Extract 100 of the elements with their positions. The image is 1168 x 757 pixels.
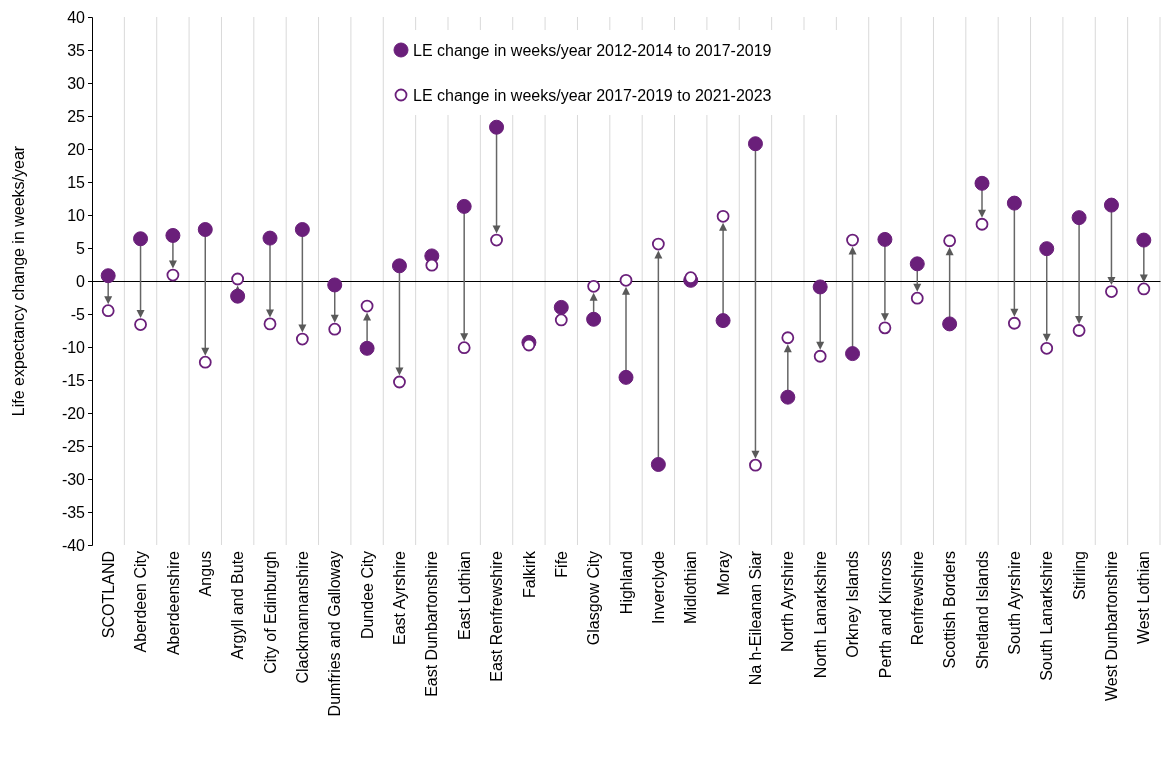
point xyxy=(457,341,471,355)
point xyxy=(134,318,147,331)
point xyxy=(812,279,828,295)
point xyxy=(942,316,958,332)
y-tick-label: 30 xyxy=(67,74,86,92)
point xyxy=(1137,282,1151,296)
point xyxy=(943,234,957,248)
point xyxy=(490,233,503,247)
y-tick-label: 25 xyxy=(67,107,86,125)
x-tick-label: Angus xyxy=(196,551,214,597)
point xyxy=(522,338,536,352)
y-tick-label: 5 xyxy=(76,239,86,257)
x-tick-label: Argyll and Bute xyxy=(229,550,247,660)
point xyxy=(715,313,731,329)
point xyxy=(1039,241,1055,257)
point xyxy=(198,355,212,369)
x-tick-label: Stirling xyxy=(1070,551,1088,600)
point xyxy=(360,299,374,313)
point xyxy=(391,258,407,274)
point xyxy=(489,119,505,135)
point xyxy=(716,209,730,223)
y-tick-label: -10 xyxy=(61,338,86,356)
x-tick-label: West Dunbartonshire xyxy=(1103,550,1121,701)
point xyxy=(554,313,568,327)
x-tick-label: East Lothian xyxy=(455,551,473,640)
point xyxy=(910,291,924,305)
y-tick-label: -15 xyxy=(61,371,86,389)
x-tick-label: Dundee City xyxy=(358,551,376,640)
point xyxy=(263,317,277,331)
point xyxy=(328,322,342,336)
point xyxy=(359,340,375,356)
y-tick-label: -25 xyxy=(61,437,86,455)
y-tick-label: 0 xyxy=(76,272,86,290)
x-tick-label: Scottish Borders xyxy=(941,551,959,669)
point xyxy=(553,299,569,315)
point xyxy=(327,277,343,293)
point xyxy=(619,273,633,287)
point xyxy=(846,233,859,247)
x-tick-label: North Lanarkshire xyxy=(811,550,829,679)
point xyxy=(749,458,762,472)
legend-label: LE change in weeks/year 2017-2019 to 2021-2023 xyxy=(413,86,772,104)
point xyxy=(587,279,601,293)
y-tick-label: -30 xyxy=(61,470,86,488)
x-tick-label: Clackmannanshire xyxy=(293,550,311,684)
point xyxy=(1136,232,1152,248)
x-tick-label: Aberdeenshire xyxy=(164,550,182,656)
y-tick-label: 20 xyxy=(67,140,86,158)
point xyxy=(133,231,149,247)
point xyxy=(975,217,989,231)
x-tick-label: South Lanarkshire xyxy=(1038,550,1056,681)
point xyxy=(878,321,892,335)
point xyxy=(456,198,472,214)
y-tick-label: -5 xyxy=(70,305,86,323)
point xyxy=(650,456,666,472)
legend-label: LE change in weeks/year 2012-2014 to 2017-2019 xyxy=(413,41,772,59)
point xyxy=(1071,210,1087,226)
x-tick-label: East Ayrshire xyxy=(391,550,409,645)
x-tick-label: Glasgow City xyxy=(585,551,603,646)
x-tick-label: Moray xyxy=(714,551,732,596)
x-tick-label: Na h-Eileanan Siar xyxy=(747,550,765,686)
x-tick-label: Shetland Islands xyxy=(973,551,991,670)
point xyxy=(877,231,893,247)
point xyxy=(262,230,278,246)
point xyxy=(166,268,180,282)
point xyxy=(230,288,246,304)
x-tick-label: Fife xyxy=(552,550,570,578)
x-tick-label: Falkirk xyxy=(520,550,538,599)
x-tick-label: Aberdeen City xyxy=(132,551,150,653)
x-tick-label: West Lothian xyxy=(1135,551,1153,645)
y-tick-label: -40 xyxy=(61,536,86,554)
y-tick-label: -35 xyxy=(61,503,86,521)
x-tick-label: SCOTLAND xyxy=(99,551,117,639)
y-tick-label: -20 xyxy=(61,404,86,422)
x-tick-label: East Dunbartonshire xyxy=(423,550,441,697)
point xyxy=(165,227,181,243)
point xyxy=(294,222,310,238)
point xyxy=(1105,285,1118,298)
point xyxy=(618,369,634,385)
y-tick-label: 15 xyxy=(67,173,86,191)
point xyxy=(909,256,925,272)
point xyxy=(845,346,861,362)
point xyxy=(101,304,115,318)
point xyxy=(780,389,796,405)
x-tick-label: Dumfries and Galloway xyxy=(326,551,344,717)
y-tick-label: 35 xyxy=(67,41,86,59)
x-tick-label: North Ayrshire xyxy=(779,550,797,653)
x-tick-label: Midlothian xyxy=(682,551,700,624)
point xyxy=(1040,341,1054,355)
point xyxy=(651,237,665,251)
point xyxy=(197,222,213,238)
x-tick-label: Orkney Islands xyxy=(844,551,862,658)
point xyxy=(231,272,245,286)
x-tick-label: Highland xyxy=(617,551,635,615)
point xyxy=(974,175,990,191)
x-tick-label: Inverclyde xyxy=(649,550,667,624)
point xyxy=(1007,316,1021,330)
point xyxy=(100,268,116,284)
x-tick-label: Perth and Kinross xyxy=(876,551,894,679)
point xyxy=(813,349,827,363)
point xyxy=(781,331,795,345)
